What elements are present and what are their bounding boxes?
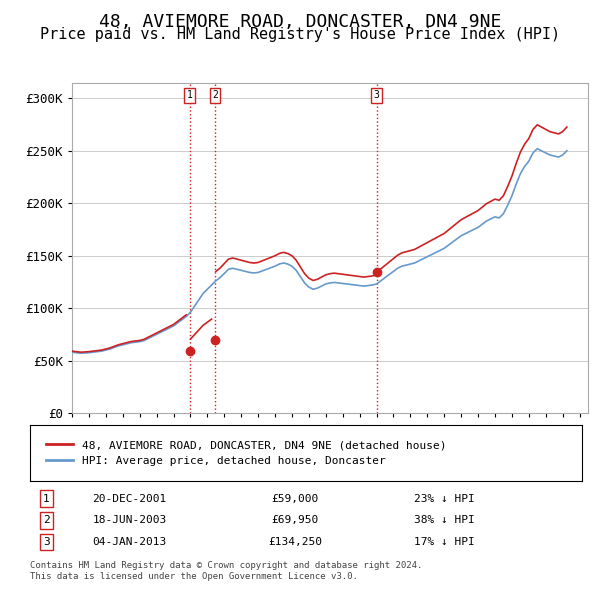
Text: 38% ↓ HPI: 38% ↓ HPI [413, 516, 475, 526]
Legend: 48, AVIEMORE ROAD, DONCASTER, DN4 9NE (detached house), HPI: Average price, deta: 48, AVIEMORE ROAD, DONCASTER, DN4 9NE (d… [41, 435, 451, 471]
Text: 1: 1 [187, 90, 193, 100]
Text: 3: 3 [43, 537, 50, 547]
Text: 2: 2 [212, 90, 218, 100]
Text: £69,950: £69,950 [271, 516, 319, 526]
Text: 23% ↓ HPI: 23% ↓ HPI [413, 494, 475, 504]
Text: Price paid vs. HM Land Registry's House Price Index (HPI): Price paid vs. HM Land Registry's House … [40, 27, 560, 41]
Text: 1: 1 [43, 494, 50, 504]
Text: 04-JAN-2013: 04-JAN-2013 [92, 537, 166, 547]
Text: This data is licensed under the Open Government Licence v3.0.: This data is licensed under the Open Gov… [30, 572, 358, 581]
Text: 2: 2 [43, 516, 50, 526]
Text: 17% ↓ HPI: 17% ↓ HPI [413, 537, 475, 547]
Text: Contains HM Land Registry data © Crown copyright and database right 2024.: Contains HM Land Registry data © Crown c… [30, 560, 422, 569]
Text: £59,000: £59,000 [271, 494, 319, 504]
Text: 20-DEC-2001: 20-DEC-2001 [92, 494, 166, 504]
Text: 18-JUN-2003: 18-JUN-2003 [92, 516, 166, 526]
Text: 3: 3 [374, 90, 380, 100]
Text: £134,250: £134,250 [268, 537, 322, 547]
Text: 48, AVIEMORE ROAD, DONCASTER, DN4 9NE: 48, AVIEMORE ROAD, DONCASTER, DN4 9NE [99, 13, 501, 31]
